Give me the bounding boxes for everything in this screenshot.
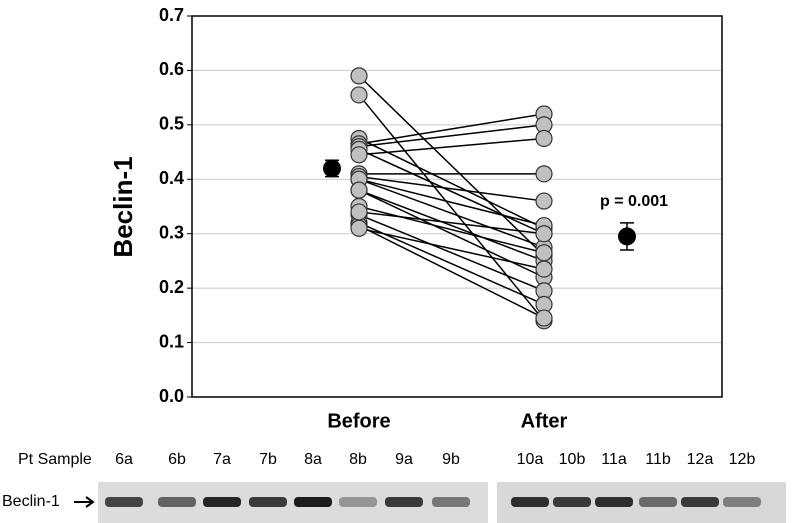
pair-line [358,178,545,249]
x-tick-label: After [521,410,568,432]
band [511,497,549,507]
point [350,181,368,199]
pair-line [358,178,545,227]
lane-label: 6b [168,451,186,468]
point [535,309,553,327]
pair-line [358,75,545,257]
band [681,497,719,507]
lane-label: 8b [349,451,367,468]
lane-label: 11b [645,451,671,468]
band [294,497,332,507]
y-tick-label: 0.7 [159,5,184,25]
lane-label: 9a [395,451,413,468]
point [350,219,368,237]
point [350,67,368,85]
lane-label: 11a [601,451,627,468]
point [535,129,553,148]
blot-band-label: Beclin-1 [2,493,60,510]
lane-label: 8a [304,451,322,468]
mean-point [323,159,341,178]
band [595,497,633,507]
point [535,225,553,243]
band [249,497,287,507]
band [385,497,423,507]
point [535,165,553,183]
y-tick-label: 0.2 [159,277,184,297]
pair-line [358,124,545,148]
plot-frame [191,15,723,398]
lane-label: 6a [115,451,133,468]
pair-line [358,213,545,292]
pair-line [358,137,545,229]
lane-label: 12a [687,451,714,468]
band [203,497,241,507]
band [105,497,143,507]
lane-label: 10b [559,451,586,468]
lane-label: 9b [442,451,460,468]
mean-point [618,227,636,246]
band [432,497,470,507]
pair-line [358,148,545,235]
pair-line [358,205,545,254]
y-tick-label: 0.3 [159,222,184,242]
lane-label: 7b [259,451,277,468]
blot-row-label: Pt Sample [18,451,92,468]
annotation: p = 0.001 [600,193,668,210]
blot-panel [98,482,488,523]
pair-line [358,222,545,306]
pair-line [358,211,545,235]
pair-line [358,113,545,145]
lane-label: 12b [729,451,756,468]
pair-line [358,137,545,156]
point [350,146,368,164]
band [553,497,591,507]
pair-line [358,175,545,202]
pair-line [358,227,545,270]
pair-line [358,224,545,319]
y-tick-label: 0.4 [159,168,184,188]
band [158,497,196,507]
band [339,497,377,507]
y-tick-label: 0.1 [159,331,184,351]
point [535,244,553,262]
x-tick-label: Before [327,410,390,432]
point [350,203,368,221]
band [639,497,677,507]
lane-label: 7a [213,451,231,468]
band [723,497,761,507]
y-tick-label: 0.0 [159,386,184,406]
lane-label: 10a [517,451,544,468]
y-axis-label: Beclin-1 [108,156,138,257]
arrow [74,496,95,508]
y-tick-label: 0.5 [159,114,184,134]
pair-line [358,189,545,262]
point [535,260,553,278]
y-tick-label: 0.6 [159,59,184,79]
point [350,86,368,104]
point [535,192,553,210]
pair-line [358,94,545,322]
